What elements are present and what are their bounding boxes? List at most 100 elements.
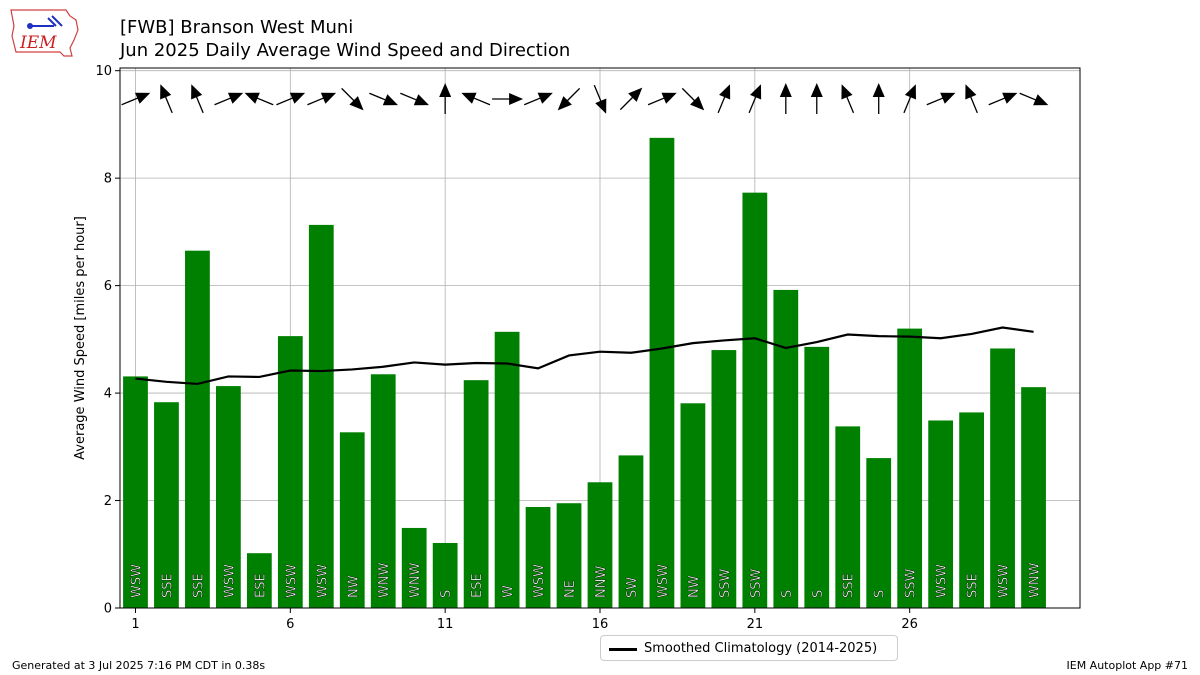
wind-arrow-day-11 [439, 83, 452, 114]
direction-label-day-19: NW [687, 575, 702, 598]
direction-label-day-17: SW [625, 577, 640, 598]
bar-day-21 [742, 192, 768, 608]
direction-label-day-4: WSW [222, 564, 237, 598]
bar-day-30 [1021, 387, 1046, 608]
direction-label-day-18: WSW [656, 564, 671, 598]
svg-text:IEM: IEM [19, 33, 57, 53]
y-tick-label: 10 [95, 64, 112, 79]
wind-arrow-day-24 [841, 84, 855, 114]
direction-label-day-22: S [780, 590, 795, 598]
x-tick-label: 16 [592, 617, 609, 632]
direction-arrows [121, 83, 1049, 114]
app-credit: IEM Autoplot App #71 [1066, 659, 1189, 672]
bars [123, 137, 1046, 609]
bar-day-13 [494, 331, 520, 608]
direction-label-day-20: SSW [718, 568, 733, 598]
bar-day-29 [990, 348, 1015, 608]
wind-arrow-day-17 [619, 87, 643, 111]
wind-arrow-day-16 [593, 84, 607, 114]
wind-arrow-day-21 [748, 84, 762, 114]
bar-day-9 [370, 374, 396, 608]
wind-arrow-day-3 [191, 84, 204, 114]
bar-day-8 [339, 432, 365, 608]
bar-day-15 [556, 503, 582, 608]
legend-label: Smoothed Climatology (2014-2025) [644, 641, 878, 656]
bar-day-25 [866, 458, 892, 608]
x-tick-label: 21 [747, 617, 764, 632]
direction-label-day-2: SSE [160, 573, 175, 598]
wind-barb-icon [30, 15, 63, 27]
direction-labels: WSW SSE SSE WSW ESE WSW WSW NW WNW WNW S ESE W WSW NE N… [129, 562, 1042, 598]
y-tick-label: 4 [104, 387, 112, 402]
bar-day-28 [959, 412, 984, 608]
bar-day-20 [711, 350, 737, 608]
direction-label-day-14: WSW [532, 564, 547, 598]
bar-day-23 [804, 346, 830, 608]
bar-day-22 [773, 289, 799, 608]
wind-arrow-day-2 [160, 84, 173, 114]
chart-subtitle: Jun 2025 Daily Average Wind Speed and Di… [120, 40, 571, 61]
direction-label-day-29: WSW [997, 564, 1012, 598]
y-tick-label: 0 [104, 602, 112, 617]
direction-label-day-11: S [439, 590, 454, 598]
bar-day-24 [835, 426, 861, 608]
y-tick-label: 2 [104, 494, 112, 509]
legend-line-swatch [609, 648, 637, 651]
wind-arrow-day-7 [307, 92, 337, 106]
direction-label-day-30: WNW [1028, 562, 1043, 598]
direction-label-day-8: NW [346, 575, 361, 598]
wind-arrow-day-15 [557, 87, 581, 111]
direction-label-day-7: WSW [315, 564, 330, 598]
direction-label-day-21: SSW [749, 568, 764, 598]
wind-arrow-day-18 [647, 92, 677, 106]
direction-label-day-27: WSW [935, 564, 950, 598]
generated-timestamp: Generated at 3 Jul 2025 7:16 PM CDT in 0… [12, 659, 266, 672]
wind-arrow-day-1 [121, 92, 151, 106]
direction-label-day-15: NE [563, 580, 578, 598]
wind-arrow-day-28 [965, 84, 978, 114]
bar-day-14 [525, 506, 551, 608]
direction-label-day-5: ESE [253, 573, 268, 598]
iem-logo: IEM [8, 6, 82, 60]
wind-arrow-day-14 [523, 92, 553, 106]
direction-label-day-3: SSE [191, 573, 206, 598]
direction-label-day-9: WNW [377, 562, 392, 598]
wind-arrow-day-5 [244, 92, 274, 106]
wind-arrow-day-9 [369, 92, 399, 106]
bar-day-7 [308, 224, 334, 609]
wind-arrow-day-25 [872, 83, 885, 114]
bar-day-3 [185, 250, 210, 608]
iowa-outline-icon [10, 9, 79, 57]
wind-arrow-day-8 [341, 87, 364, 111]
wind-arrow-day-12 [461, 92, 491, 106]
wind-arrow-day-6 [276, 92, 306, 106]
x-tick-label: 26 [901, 617, 918, 632]
direction-label-day-13: W [501, 585, 516, 598]
bar-day-5 [246, 553, 272, 608]
x-tick-label: 1 [131, 617, 139, 632]
bar-day-11 [432, 542, 458, 608]
wind-arrow-day-27 [926, 92, 956, 106]
bar-day-26 [897, 328, 923, 608]
bar-day-1 [123, 376, 148, 608]
bar-day-2 [154, 402, 179, 608]
direction-label-day-10: WNW [408, 562, 423, 598]
direction-label-day-6: WSW [284, 564, 299, 598]
wind-arrow-day-30 [1019, 92, 1049, 106]
direction-label-day-1: WSW [129, 564, 144, 598]
climatology-line [135, 326, 1034, 386]
wind-arrow-day-22 [779, 83, 792, 114]
chart-title: [FWB] Branson West Muni [120, 17, 354, 38]
direction-label-day-28: SSE [966, 573, 981, 598]
bar-day-6 [277, 336, 303, 608]
wind-arrow-day-13 [492, 93, 524, 105]
legend: Smoothed Climatology (2014-2025) [600, 635, 898, 661]
bar-day-17 [618, 455, 644, 608]
x-tick-label: 6 [286, 617, 294, 632]
wind-arrow-day-19 [681, 87, 705, 111]
y-tick-label: 8 [104, 172, 112, 187]
wind-arrow-day-20 [717, 84, 731, 114]
direction-label-day-24: SSE [842, 573, 857, 598]
wind-arrow-day-23 [810, 83, 823, 114]
